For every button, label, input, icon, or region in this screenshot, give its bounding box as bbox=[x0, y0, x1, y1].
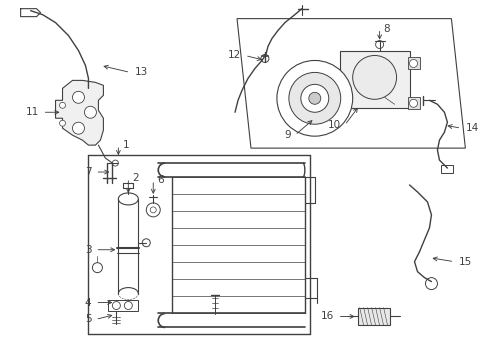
Circle shape bbox=[60, 102, 65, 108]
Text: 8: 8 bbox=[383, 24, 389, 33]
Circle shape bbox=[112, 160, 118, 166]
Text: 9: 9 bbox=[284, 130, 290, 140]
Circle shape bbox=[425, 278, 437, 289]
Text: 2: 2 bbox=[132, 173, 139, 183]
Circle shape bbox=[146, 203, 160, 217]
Text: 4: 4 bbox=[84, 297, 91, 307]
Circle shape bbox=[276, 60, 352, 136]
Polygon shape bbox=[237, 19, 465, 148]
Circle shape bbox=[408, 99, 417, 107]
Circle shape bbox=[124, 302, 132, 310]
Bar bbox=[407, 58, 419, 69]
Circle shape bbox=[112, 302, 120, 310]
Circle shape bbox=[142, 239, 150, 247]
Circle shape bbox=[84, 106, 96, 118]
Bar bbox=[441, 165, 452, 173]
Circle shape bbox=[288, 72, 340, 124]
Circle shape bbox=[92, 263, 102, 273]
Text: 10: 10 bbox=[327, 120, 340, 130]
Bar bbox=[357, 307, 389, 325]
Text: 12: 12 bbox=[227, 50, 241, 60]
Bar bbox=[407, 97, 419, 109]
Text: 16: 16 bbox=[320, 311, 333, 321]
Bar bbox=[339, 50, 408, 108]
Circle shape bbox=[150, 207, 156, 213]
Text: 6: 6 bbox=[157, 175, 163, 185]
Circle shape bbox=[408, 59, 417, 67]
Circle shape bbox=[72, 122, 84, 134]
Text: 13: 13 bbox=[134, 67, 147, 77]
Text: 14: 14 bbox=[465, 123, 478, 133]
Circle shape bbox=[72, 91, 84, 103]
Circle shape bbox=[261, 54, 268, 62]
Text: 7: 7 bbox=[84, 167, 91, 177]
Circle shape bbox=[352, 55, 396, 99]
Circle shape bbox=[60, 120, 65, 126]
Bar bbox=[108, 300, 138, 311]
Circle shape bbox=[300, 84, 328, 112]
Text: 3: 3 bbox=[84, 245, 91, 255]
Text: 15: 15 bbox=[457, 257, 471, 267]
Circle shape bbox=[308, 92, 320, 104]
Text: 1: 1 bbox=[122, 140, 129, 150]
Circle shape bbox=[375, 41, 383, 49]
Text: 5: 5 bbox=[84, 314, 91, 324]
Polygon shape bbox=[56, 80, 103, 145]
Text: 11: 11 bbox=[25, 107, 39, 117]
